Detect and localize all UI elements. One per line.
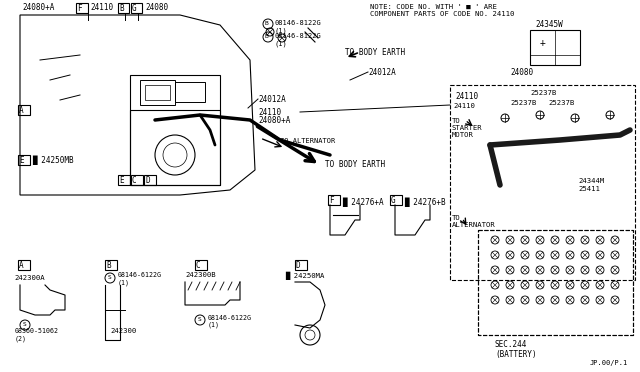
Text: 25237B: 25237B	[530, 90, 556, 96]
Text: TO
ALTERNATOR: TO ALTERNATOR	[452, 215, 496, 228]
Text: TO
STARTER
MOTOR: TO STARTER MOTOR	[452, 118, 483, 138]
Text: TO BODY EARTH: TO BODY EARTH	[345, 48, 405, 57]
Text: 08146-8122G
(1): 08146-8122G (1)	[275, 33, 322, 46]
Text: F: F	[77, 4, 82, 13]
Bar	[105, 260, 117, 270]
Bar	[195, 260, 207, 270]
Bar	[131, 3, 142, 13]
Text: B: B	[265, 34, 269, 39]
Text: 25237B: 25237B	[510, 100, 536, 106]
Text: 242300A: 242300A	[14, 275, 45, 281]
Bar	[390, 195, 402, 205]
Text: 08146-6122G
(1): 08146-6122G (1)	[118, 272, 162, 285]
Bar	[140, 80, 175, 105]
Text: 24012A: 24012A	[368, 68, 396, 77]
Text: S: S	[198, 317, 202, 322]
Text: A: A	[19, 106, 24, 115]
Text: JP.00/P.1: JP.00/P.1	[590, 360, 628, 366]
Text: B: B	[119, 4, 124, 13]
Text: 24110: 24110	[455, 92, 478, 101]
Text: 242300: 242300	[110, 328, 136, 334]
Text: E: E	[19, 156, 24, 165]
Text: 24080+A: 24080+A	[22, 3, 54, 12]
Text: █ 24250MB: █ 24250MB	[32, 155, 74, 164]
Text: E: E	[119, 176, 124, 185]
Text: SEC.244
(BATTERY): SEC.244 (BATTERY)	[495, 340, 536, 359]
Bar	[18, 260, 30, 270]
Text: 24080: 24080	[145, 3, 168, 12]
Text: 25411: 25411	[578, 186, 600, 192]
Text: NOTE: CODE NO. WITH ' ■ ' ARE: NOTE: CODE NO. WITH ' ■ ' ARE	[370, 4, 497, 10]
Text: 25237B: 25237B	[548, 100, 574, 106]
Bar	[295, 260, 307, 270]
Bar	[118, 175, 130, 185]
Text: B: B	[106, 261, 111, 270]
Bar	[530, 30, 580, 65]
Text: TO BODY EARTH: TO BODY EARTH	[325, 160, 385, 169]
Text: 24344M: 24344M	[578, 178, 604, 184]
Text: D: D	[296, 261, 301, 270]
Text: 24110: 24110	[90, 3, 113, 12]
Text: 242300B: 242300B	[185, 272, 216, 278]
Bar	[478, 230, 633, 335]
Bar	[18, 105, 30, 115]
Text: 24110: 24110	[258, 108, 281, 117]
Text: G: G	[391, 196, 396, 205]
Text: 24345W: 24345W	[535, 20, 563, 29]
Text: █ 24276+B: █ 24276+B	[404, 197, 445, 206]
Bar	[118, 3, 129, 13]
Text: S: S	[108, 275, 112, 280]
Text: S: S	[23, 322, 27, 327]
Text: 24080+A: 24080+A	[258, 116, 291, 125]
Text: █ 24250MA: █ 24250MA	[285, 272, 324, 280]
Text: +: +	[540, 38, 546, 48]
Text: C: C	[132, 176, 136, 185]
Text: D: D	[145, 176, 150, 185]
Text: C: C	[196, 261, 200, 270]
Text: B: B	[265, 21, 269, 26]
Bar	[328, 195, 340, 205]
Text: COMPONENT PARTS OF CODE NO. 24110: COMPONENT PARTS OF CODE NO. 24110	[370, 11, 515, 17]
Bar	[76, 3, 88, 13]
Text: G: G	[132, 4, 136, 13]
Bar	[130, 75, 220, 185]
Text: 24012A: 24012A	[258, 95, 285, 104]
Bar	[175, 82, 205, 102]
Text: A: A	[19, 261, 24, 270]
Bar	[145, 85, 170, 100]
Text: 08146-6122G
(1): 08146-6122G (1)	[208, 315, 252, 328]
Bar	[450, 85, 635, 280]
Text: █ 24276+A: █ 24276+A	[342, 197, 383, 206]
Text: 24110: 24110	[453, 103, 475, 109]
Bar	[18, 155, 30, 165]
Text: 08146-8122G
(1): 08146-8122G (1)	[275, 20, 322, 33]
Text: TO ALTERNATOR: TO ALTERNATOR	[280, 138, 335, 144]
Text: 08360-51062
(2): 08360-51062 (2)	[15, 328, 59, 341]
Bar	[144, 175, 156, 185]
Text: 24080: 24080	[510, 68, 533, 77]
Bar	[131, 175, 143, 185]
Text: F: F	[329, 196, 333, 205]
